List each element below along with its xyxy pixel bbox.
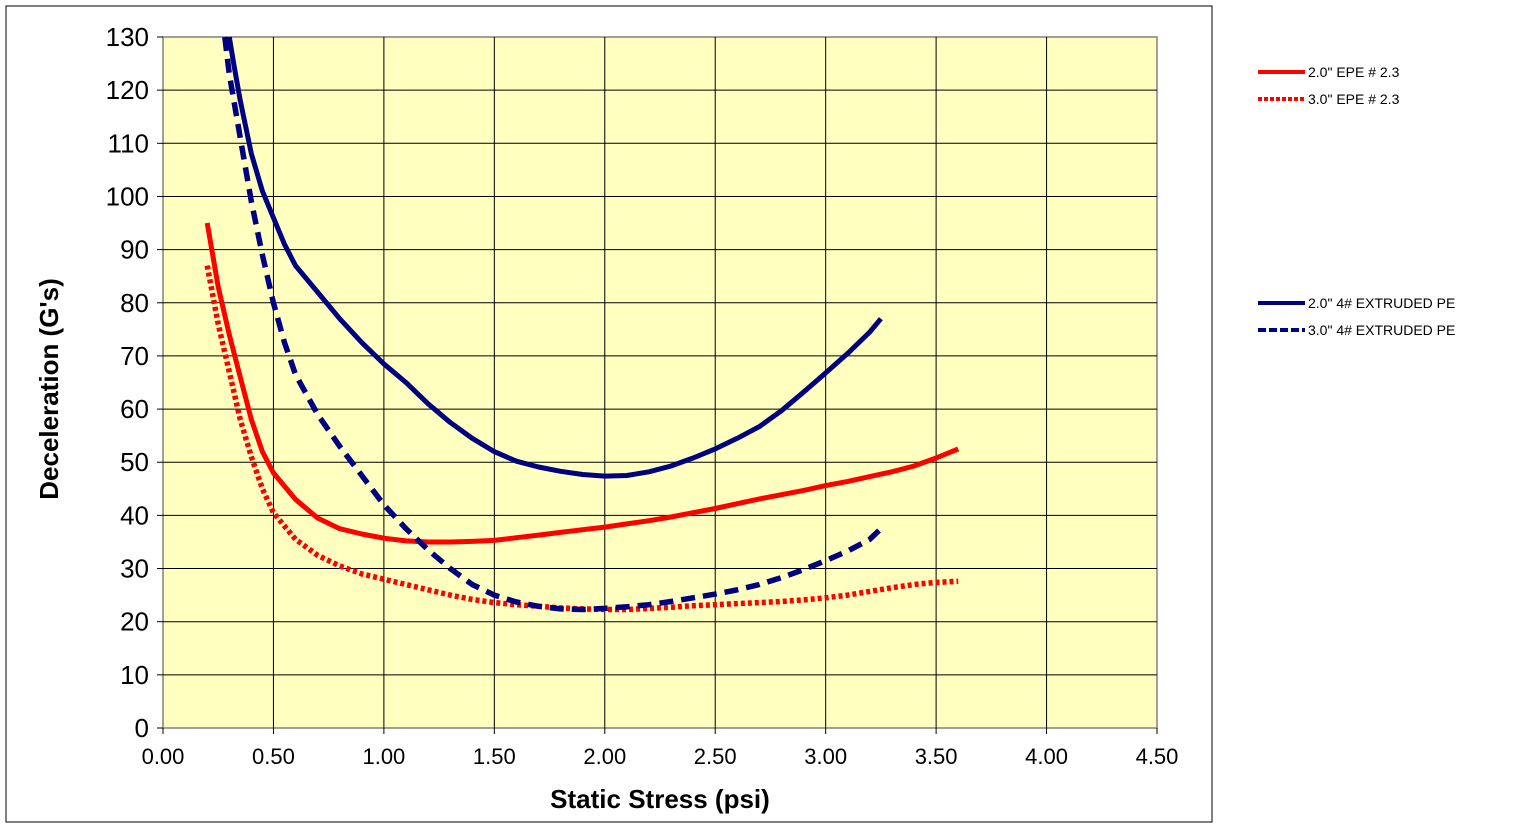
grid-lines: [163, 37, 1157, 728]
x-tick-label: 2.00: [583, 744, 626, 769]
legend-label: 3.0" EPE # 2.3: [1308, 91, 1400, 107]
series-line-2: [204, 265, 959, 613]
legend-label: 2.0" EPE # 2.3: [1308, 64, 1400, 80]
x-tick-label: 3.50: [915, 744, 958, 769]
x-tick-label: 2.50: [694, 744, 737, 769]
series-line-4: [222, 36, 883, 613]
y-tick-label: 0: [135, 713, 149, 743]
y-tick-label: 120: [106, 75, 149, 105]
legend-label: 3.0" 4# EXTRUDED PE: [1308, 322, 1455, 338]
y-tick-label: 50: [120, 447, 149, 477]
x-axis-ticks: 0.00 0.50 1.00 1.50 2.00 2.50 3.00 3.50 4.00 4.50: [142, 728, 1179, 769]
x-axis-label: Static Stress (psi): [550, 784, 770, 814]
x-tick-label: 1.00: [362, 744, 405, 769]
y-tick-label: 60: [120, 394, 149, 424]
y-tick-label: 100: [106, 181, 149, 211]
y-tick-label: 80: [120, 288, 149, 318]
x-tick-label: 0.50: [252, 744, 295, 769]
x-tick-label: 0.00: [142, 744, 185, 769]
series-layer: [204, 36, 960, 613]
y-axis-ticks: 0 10 20 30 40 50 60 70 80 90 100 110 120 130: [106, 22, 163, 743]
x-tick-label: 4.50: [1136, 744, 1179, 769]
x-tick-label: 3.00: [804, 744, 847, 769]
y-tick-label: 70: [120, 341, 149, 371]
plot-area: [162, 36, 1158, 729]
y-axis-label: Deceleration (G's): [34, 278, 64, 499]
x-tick-label: 1.50: [473, 744, 516, 769]
y-tick-label: 110: [108, 128, 149, 158]
y-tick-label: 30: [120, 554, 149, 584]
y-tick-label: 10: [120, 660, 149, 690]
legend: 2.0" EPE # 2.3 3.0" EPE # 2.3 2.0" 4# EXTR…: [1258, 64, 1455, 338]
x-tick-label: 4.00: [1025, 744, 1068, 769]
y-tick-label: 130: [106, 22, 149, 52]
y-tick-label: 20: [120, 607, 149, 637]
series-line-3: [226, 36, 883, 479]
y-tick-label: 90: [120, 235, 149, 265]
series-line-1: [204, 222, 960, 545]
legend-label: 2.0" 4# EXTRUDED PE: [1308, 295, 1455, 311]
y-tick-label: 40: [120, 500, 149, 530]
